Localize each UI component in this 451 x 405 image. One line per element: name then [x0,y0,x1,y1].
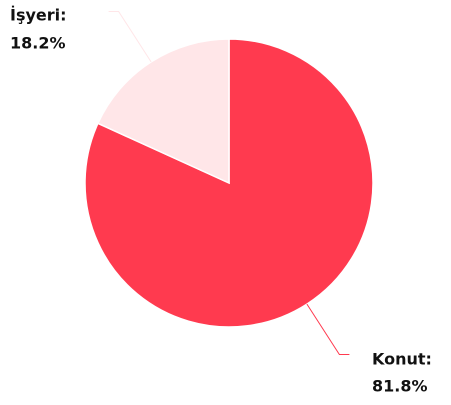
pie-slice [96,38,230,185]
slice-label: Konut: [372,350,432,369]
leader-line [108,10,152,63]
slice-value-label: 18.2% [10,34,66,53]
slice-value-label: 81.8% [372,377,428,396]
leader-line [306,303,350,356]
slice-label: İşyeri: [10,6,67,25]
